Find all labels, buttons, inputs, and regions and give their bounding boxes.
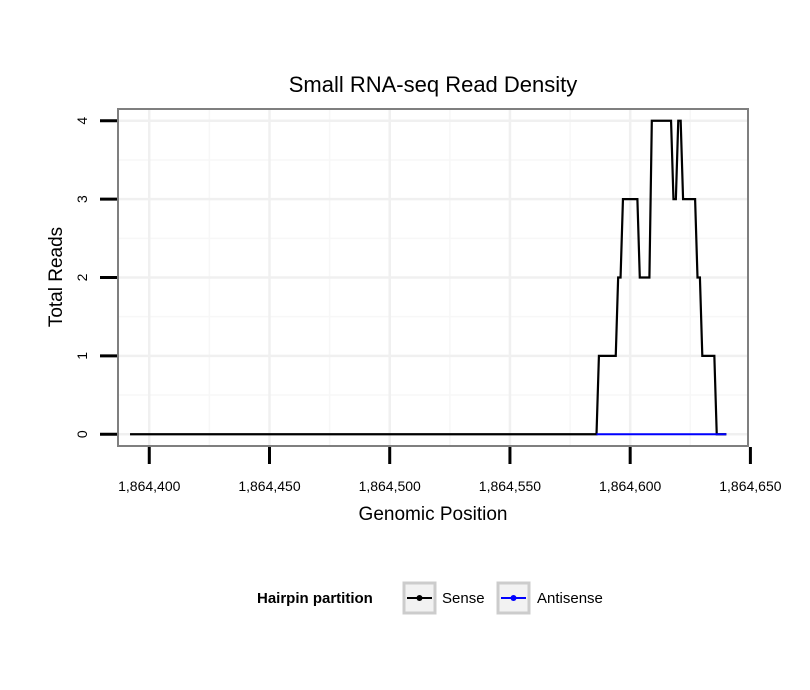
x-tick-label: 1,864,650 [719, 478, 781, 494]
y-tick-label: 1 [74, 352, 90, 360]
x-axis: 1,864,400 1,864,450 1,864,500 1,864,550 1,86… [118, 447, 782, 494]
plot-border [117, 108, 749, 447]
x-axis-title: Genomic Position [359, 504, 508, 525]
x-tick-label: 1,864,600 [599, 478, 661, 494]
x-tick-label: 1,864,500 [359, 478, 421, 494]
series-line-sense [130, 119, 727, 436]
x-tick-label: 1,864,550 [479, 478, 541, 494]
y-tick-label: 4 [74, 117, 90, 125]
grid-lines [118, 109, 748, 446]
chart-title: Small RNA-seq Read Density [289, 72, 578, 97]
legend-label-sense: Sense [442, 590, 485, 607]
x-tick-label: 1,864,450 [238, 478, 300, 494]
legend: Hairpin partition Sense Antisense [257, 581, 603, 615]
legend-point-sense [416, 595, 423, 601]
legend-title: Hairpin partition [257, 590, 373, 607]
x-tick-label: 1,864,400 [118, 478, 180, 494]
y-tick-label: 3 [74, 195, 90, 203]
y-tick-label: 2 [74, 273, 90, 281]
legend-label-antisense: Antisense [537, 590, 603, 607]
legend-point-antisense [510, 595, 517, 601]
y-axis: 0 1 2 3 4 [74, 117, 117, 438]
y-tick-label: 0 [74, 430, 90, 438]
y-axis-title: Total Reads [46, 227, 67, 327]
series-lines [130, 119, 727, 436]
